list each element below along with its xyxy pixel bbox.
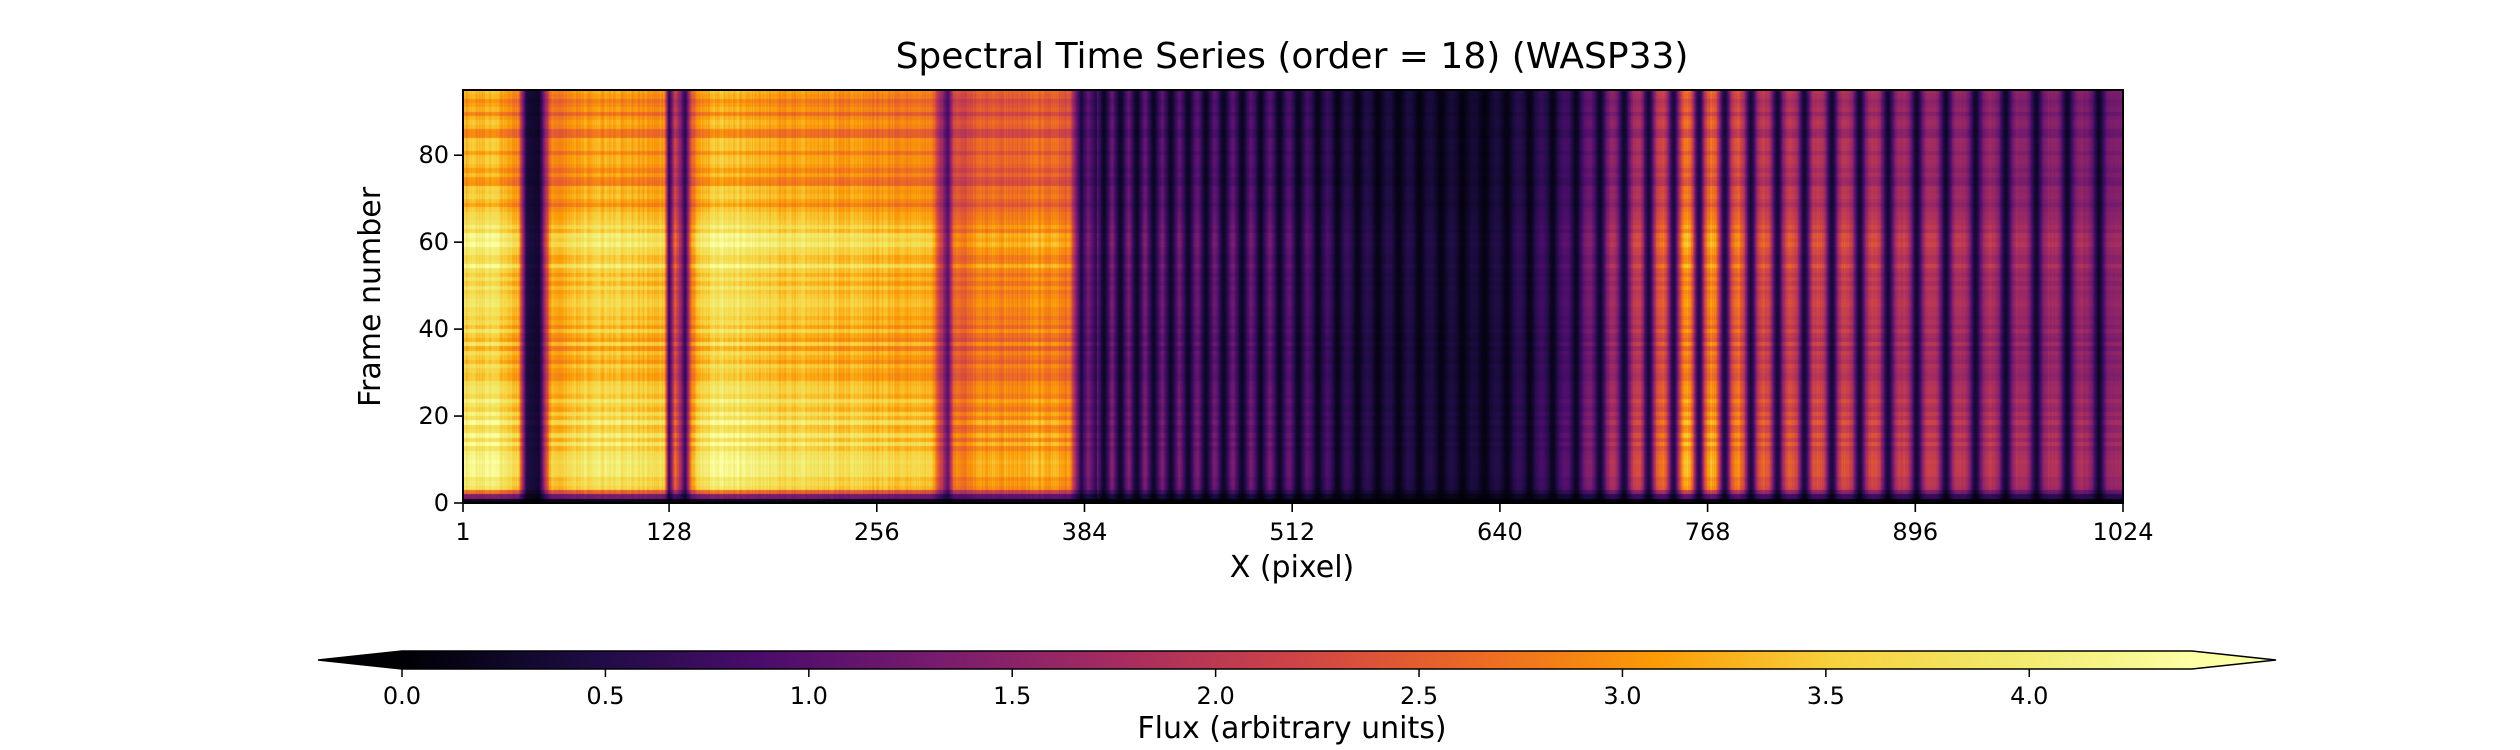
x-tick-label: 384 (1062, 518, 1108, 546)
y-axis-label: Frame number (353, 186, 388, 407)
colorbar-tick-label: 0.0 (383, 682, 421, 710)
colorbar-tick-label: 3.0 (1603, 682, 1641, 710)
colorbar-ticks: 0.0 0.5 1.0 1.5 2.0 2.5 3.0 3.5 4.0 (383, 669, 2048, 710)
x-axis-label: X (pixel) (1230, 550, 1355, 585)
x-tick-label: 1 (455, 518, 470, 546)
x-tick-label: 896 (1892, 518, 1938, 546)
colorbar-tick-label: 2.0 (1197, 682, 1235, 710)
y-tick-label: 60 (418, 228, 449, 256)
chart-title: Spectral Time Series (order = 18) (WASP3… (896, 36, 1689, 77)
y-tick-label: 0 (434, 489, 449, 517)
colorbar-gradient (402, 651, 2192, 669)
plot-frame (462, 89, 2124, 504)
y-tick-label: 40 (418, 315, 449, 343)
colorbar-tick-label: 0.5 (586, 682, 624, 710)
colorbar: 0.0 0.5 1.0 1.5 2.0 2.5 3.0 3.5 4.0 Flux (arbitr… (317, 650, 2277, 746)
x-axis: 1 128 256 384 512 640 768 896 1024 (455, 503, 2154, 546)
colorbar-tick-label: 4.0 (2010, 682, 2048, 710)
x-tick-label: 640 (1477, 518, 1523, 546)
heatmap-image (463, 90, 2123, 503)
colorbar-tick-label: 2.5 (1400, 682, 1438, 710)
x-tick-label: 128 (646, 518, 692, 546)
y-axis: 0 20 40 60 80 (418, 141, 463, 517)
colorbar-tick-label: 1.5 (993, 682, 1031, 710)
x-tick-label: 512 (1269, 518, 1315, 546)
colorbar-tick-label: 3.5 (1807, 682, 1845, 710)
colorbar-extend-high (2192, 651, 2276, 669)
x-tick-label: 1024 (2092, 518, 2153, 546)
x-tick-label: 256 (854, 518, 900, 546)
y-tick-label: 20 (418, 402, 449, 430)
colorbar-extend-low (318, 651, 402, 669)
colorbar-tick-label: 1.0 (790, 682, 828, 710)
y-tick-label: 80 (418, 141, 449, 169)
x-tick-label: 768 (1685, 518, 1731, 546)
heatmap-plot (462, 89, 2124, 504)
colorbar-label: Flux (arbitrary units) (1137, 711, 1446, 746)
